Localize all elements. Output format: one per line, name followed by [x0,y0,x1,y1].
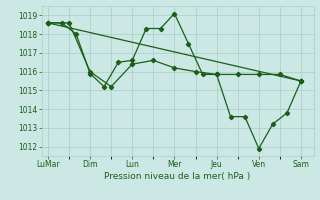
X-axis label: Pression niveau de la mer( hPa ): Pression niveau de la mer( hPa ) [104,172,251,181]
